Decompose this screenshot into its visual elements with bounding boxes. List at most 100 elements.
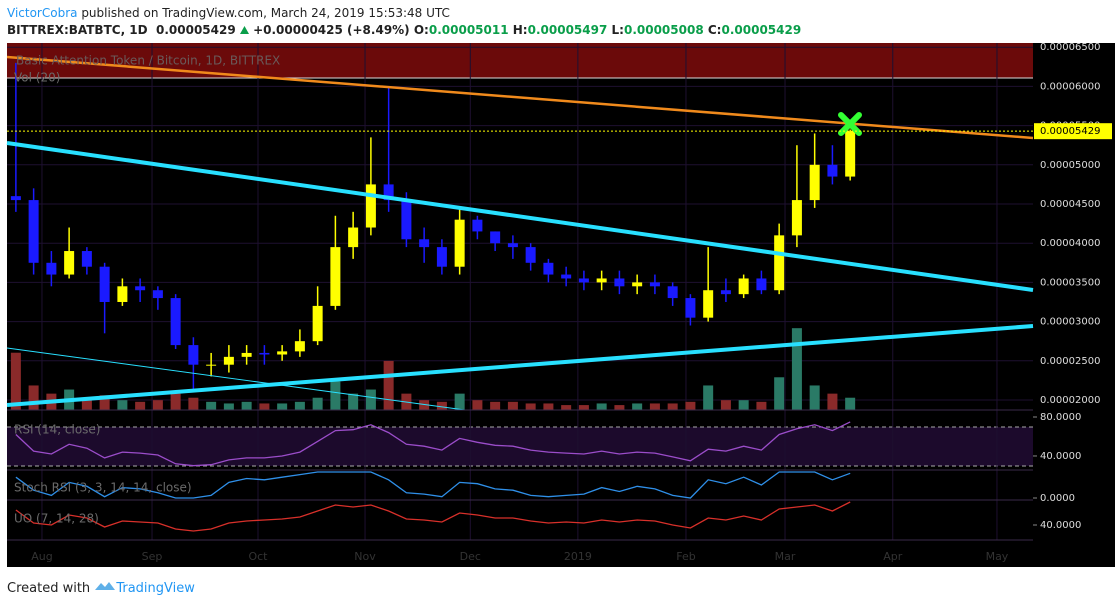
rsi-band [7, 427, 1033, 466]
candle-body [507, 243, 518, 248]
candle-body [738, 278, 749, 295]
candle-body [46, 262, 57, 275]
y-tick-label: 0.00006000 [1040, 81, 1100, 92]
y-tick-label: 0.00005000 [1040, 160, 1100, 171]
candle-body [170, 298, 181, 346]
candle-body [223, 356, 234, 365]
resistance-zone [7, 43, 1033, 78]
candle-body [348, 227, 359, 248]
last: 0.00005429 [155, 23, 236, 37]
pane-tick-label: 40.0000 [1040, 451, 1081, 462]
o-label: O: [413, 23, 429, 37]
candle-body [365, 184, 376, 228]
author[interactable]: VictorCobra [7, 6, 78, 20]
volume-bar [632, 403, 643, 410]
published: published on TradingView.com, March 24, … [81, 6, 450, 20]
candle-body [685, 298, 696, 318]
x-tick-label: Aug [31, 550, 52, 563]
chart: Basic Attention Token / Bitcoin, 1D, BIT… [6, 42, 1115, 567]
volume-bar [561, 405, 572, 410]
candle-body [578, 278, 589, 283]
candle-body [383, 184, 394, 201]
volume-bar [99, 395, 110, 410]
logo [95, 582, 116, 590]
volume-bar [845, 397, 856, 410]
y-tick-label: 0.00002500 [1040, 356, 1100, 367]
thin-trendline [6, 347, 466, 411]
volume-bar [170, 393, 181, 410]
up-arrow [239, 26, 249, 34]
header-line-1: VictorCobra published on TradingView.com… [7, 5, 801, 22]
chart-title: Basic Attention Token / Bitcoin, 1D, BIT… [16, 54, 280, 68]
volume-bar [756, 401, 767, 410]
volume-bar [206, 401, 217, 410]
candle-body [259, 352, 270, 355]
candle-body [312, 305, 323, 342]
candle-body [632, 282, 643, 287]
pane-tick-label: 0.0000 [1040, 493, 1075, 504]
x-tick-label: Dec [460, 550, 481, 563]
pane-separators [7, 409, 1033, 541]
candle-body [81, 251, 92, 267]
candle-body [436, 247, 447, 267]
volume-bar [223, 403, 234, 410]
candle-body [490, 231, 501, 244]
candle-body [561, 274, 572, 279]
candle-body [117, 286, 128, 302]
candle-body [99, 266, 110, 302]
volume-bar [685, 401, 696, 410]
x-tick-label: 2019 [564, 550, 592, 563]
volume-bar [330, 381, 341, 410]
pane-label: UO (7, 14, 28) [14, 512, 99, 526]
volume-bar [365, 389, 376, 410]
change: +0.00000425 (+8.49%) [253, 23, 410, 37]
volume-bar [791, 328, 802, 410]
pane-tick-label: 80.0000 [1040, 412, 1081, 423]
pane-tick-label: 40.0000 [1040, 520, 1081, 531]
header: VictorCobra published on TradingView.com… [7, 5, 801, 39]
volume-bar [188, 397, 199, 410]
volume-bar [277, 403, 288, 410]
x-marker [838, 112, 862, 136]
brand[interactable]: TradingView [116, 581, 195, 596]
candle-body [720, 290, 731, 295]
volume-bar [667, 403, 678, 410]
y-tick-label: 0.00004500 [1040, 199, 1100, 210]
pane-label: RSI (14, close) [14, 423, 100, 437]
volume-bar [738, 400, 749, 410]
volume-bar [649, 403, 660, 410]
volume-bar [10, 352, 21, 410]
volume-bar [454, 393, 465, 410]
candle-body [294, 341, 305, 352]
candle-body [28, 200, 39, 263]
x-tick-label: Mar [775, 550, 796, 563]
candle-body [845, 131, 856, 177]
volume-bar [294, 401, 305, 410]
high: 0.00005497 [527, 23, 608, 37]
candle-body [277, 351, 288, 355]
indicator-line [15, 421, 851, 467]
x-tick-label: Apr [883, 550, 903, 563]
y-tick-label: 0.00003000 [1040, 317, 1100, 328]
volume-bar [117, 400, 128, 410]
volume-bar [809, 385, 820, 410]
volume-bar [720, 400, 731, 410]
volume-bar [348, 393, 359, 410]
channel-lower [6, 324, 1034, 407]
l-label: L: [611, 23, 624, 37]
created-with: Created with [7, 581, 91, 596]
indicator-line [15, 471, 851, 499]
candle-body [649, 282, 660, 287]
last-price-label: 0.00005429 [1040, 126, 1100, 137]
low: 0.00005008 [623, 23, 704, 37]
candle-body [188, 345, 199, 365]
open: 0.00005011 [428, 23, 509, 37]
volume-bar [703, 385, 714, 410]
x-tick-label: Oct [248, 550, 268, 563]
candle-body [774, 235, 785, 291]
c-label: C: [707, 23, 722, 37]
pane-label: Stoch RSI (3, 3, 14, 14, close) [14, 481, 192, 495]
x-tick-label: Feb [676, 550, 695, 563]
volume-bar [259, 403, 270, 410]
